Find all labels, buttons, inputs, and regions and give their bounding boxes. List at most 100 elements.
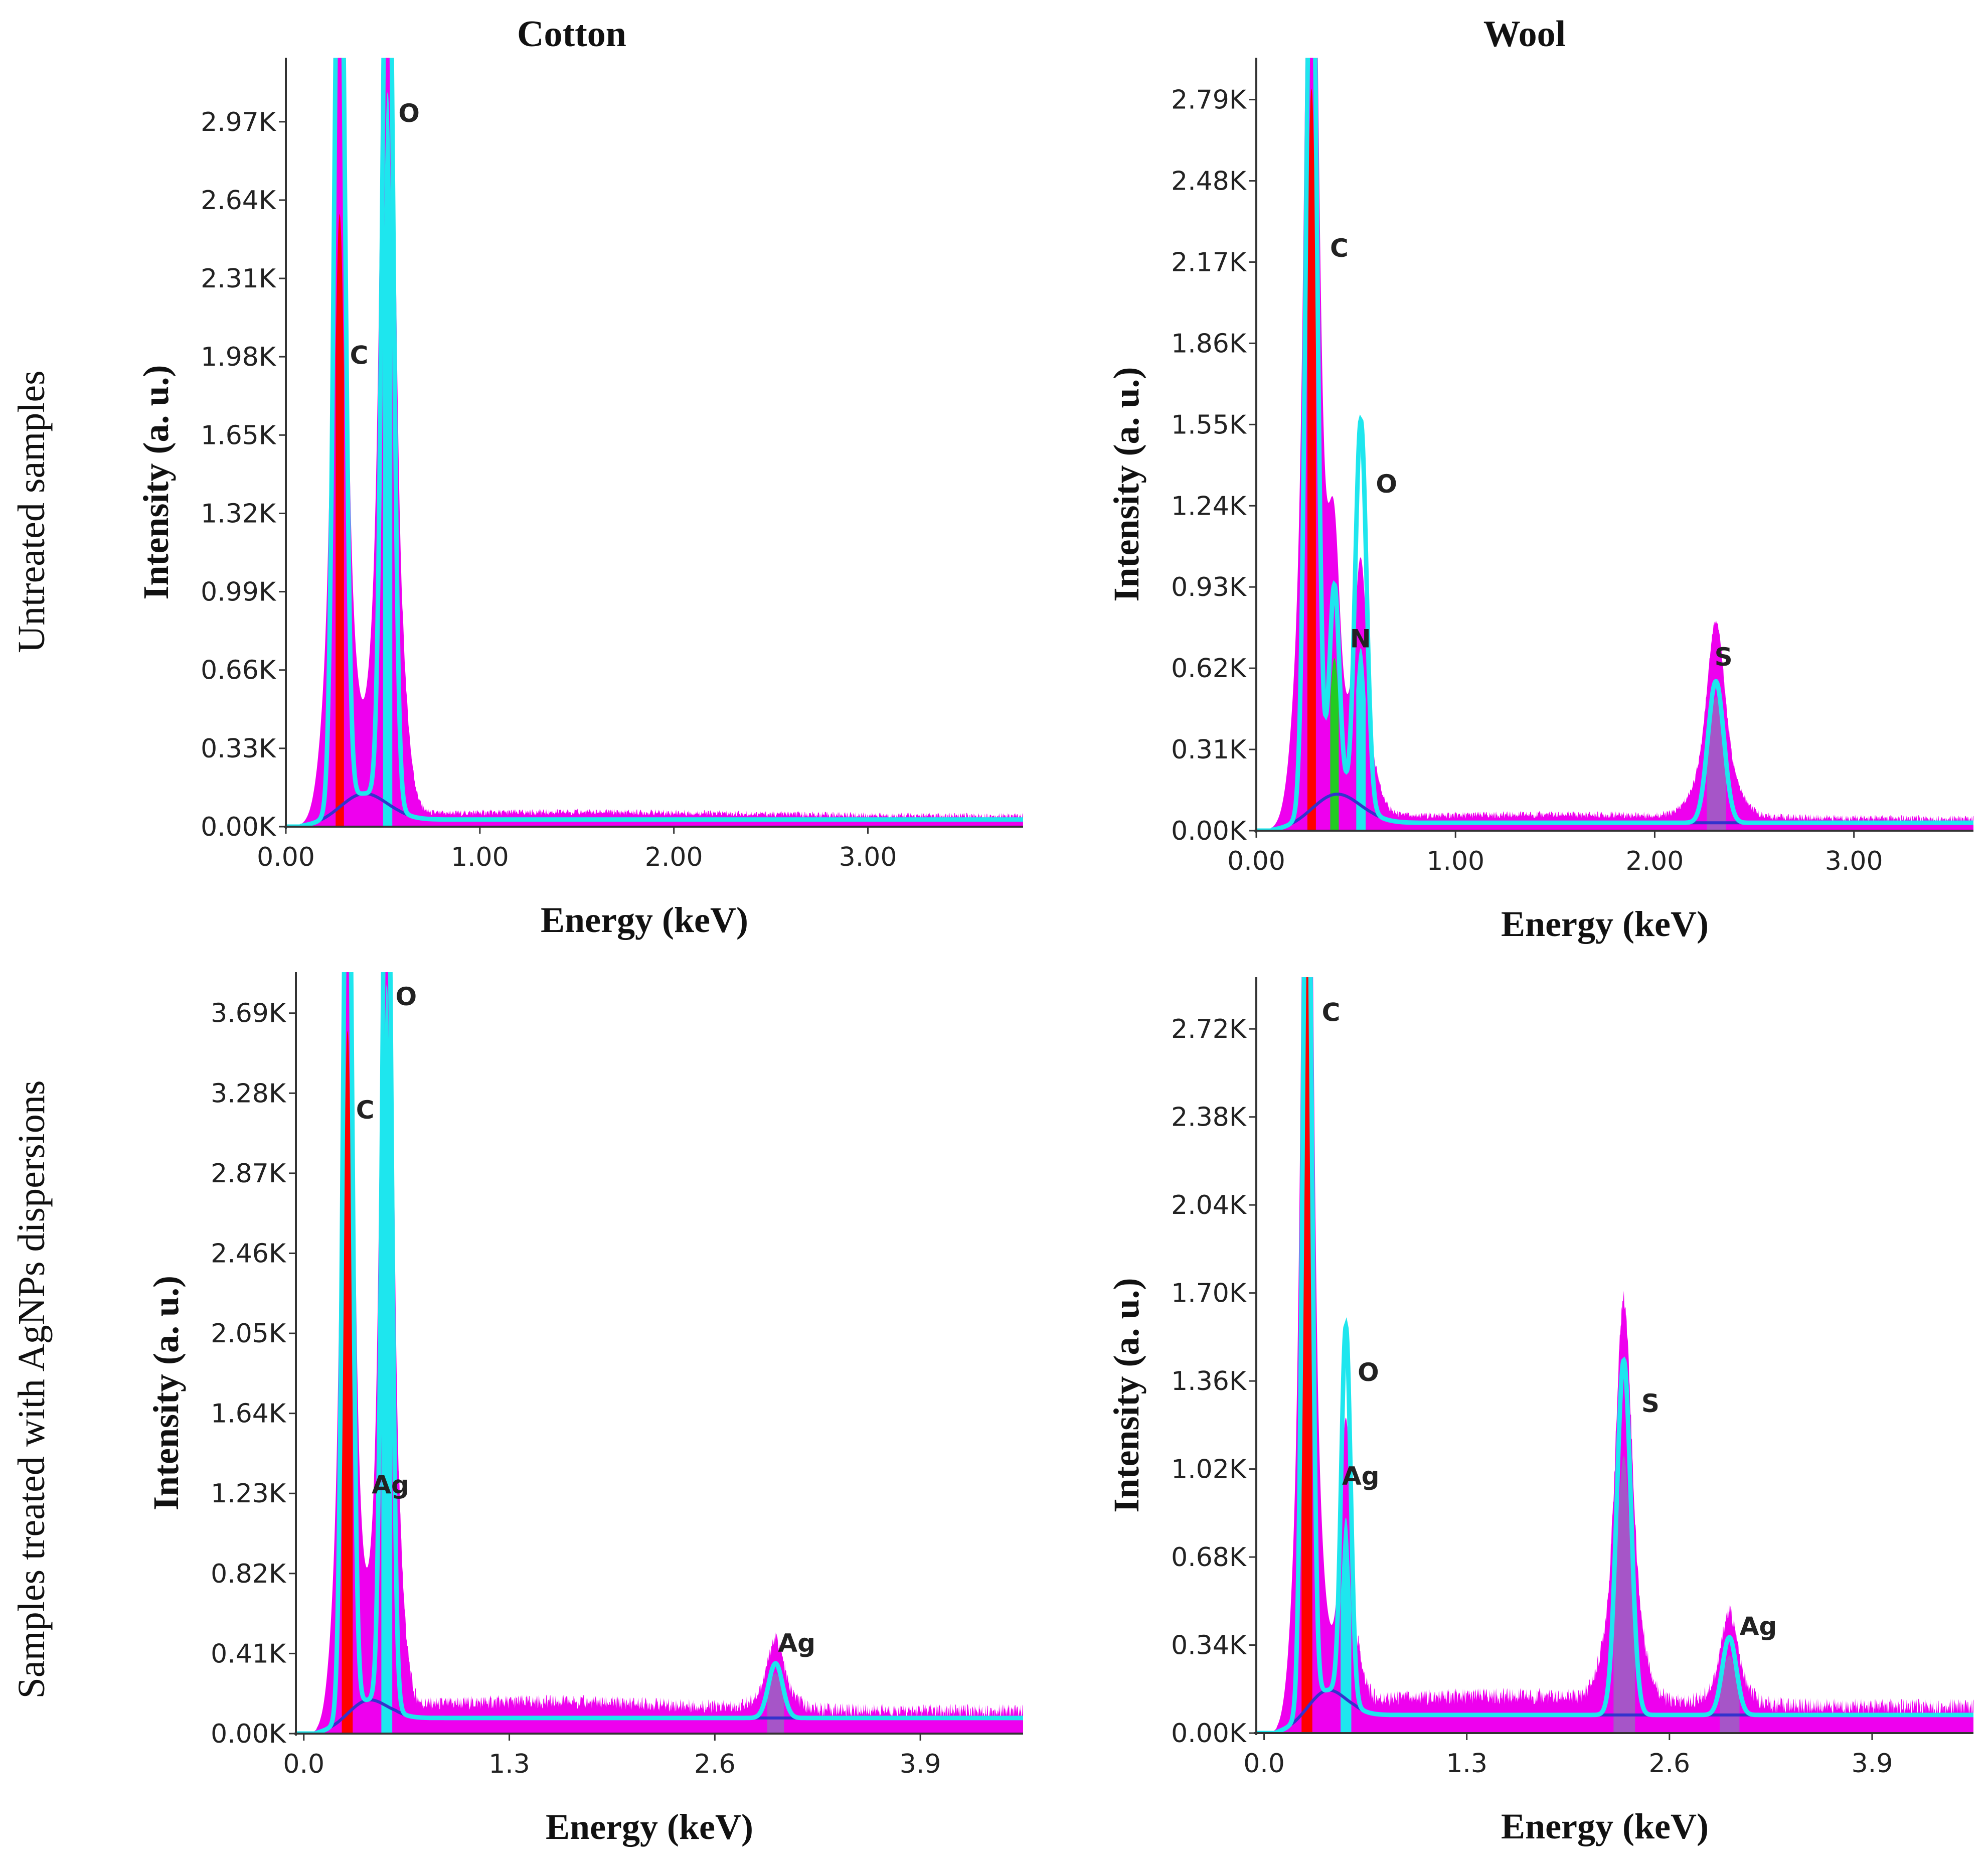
y-axis-label: Intensity (a. u.) (1106, 367, 1146, 601)
element-band-c (1307, 88, 1316, 831)
y-tick-label: 2.46K (211, 1238, 287, 1269)
x-tick-label: 2.00 (645, 842, 703, 872)
spectrum-fit-line (296, 972, 1023, 1734)
column-title-cotton: Cotton (517, 14, 626, 55)
panel-cotton-untreated: 0.00K 0.33K 0.66K 0.99K 1.32K 1.65K 1.98K 2.31K… (136, 58, 1023, 940)
y-tick-label: 0.99K (201, 577, 277, 607)
y-tick-label: 2.38K (1171, 1103, 1247, 1133)
x-tick-label: 1.00 (1426, 846, 1484, 876)
x-axis-label: Energy (keV) (1501, 1806, 1709, 1846)
row-label-untreated: Untreated samples (11, 370, 53, 653)
y-tick-label: 2.72K (1171, 1014, 1247, 1044)
x-tick-label: 3.9 (900, 1749, 941, 1779)
peak-label-o: O (1358, 1358, 1379, 1387)
y-tick-label: 0.93K (1171, 572, 1247, 602)
element-band-o (383, 91, 393, 827)
plot-area (1256, 977, 1973, 1733)
peak-label-ag: Ag (372, 1470, 409, 1499)
y-tick-label: 0.00K (211, 1719, 287, 1749)
element-band-o (1356, 648, 1366, 831)
element-band-o (1341, 1517, 1352, 1733)
element-band-c (342, 1030, 353, 1734)
panel-wool-untreated: 0.00K 0.31K 0.62K 0.93K 1.24K 1.55K 1.86K 2.17K… (1106, 58, 1973, 944)
peak-label-c: C (1322, 998, 1341, 1027)
y-tick-label: 2.17K (1171, 247, 1247, 277)
y-tick-label: 1.02K (1171, 1455, 1247, 1485)
peak-label-ag: Ag (778, 1629, 815, 1658)
y-tick-label: 1.32K (201, 499, 277, 529)
y-axis-label: Intensity (a. u.) (1106, 1278, 1146, 1512)
y-tick-label: 2.97K (201, 107, 277, 137)
peak-label-o: O (1376, 470, 1397, 499)
y-tick-label: 0.00K (1171, 816, 1247, 846)
y-tick-label: 1.36K (1171, 1366, 1247, 1396)
plot-area (1256, 58, 1973, 831)
y-tick-label: 0.41K (211, 1639, 287, 1669)
y-tick-label: 0.31K (1171, 735, 1247, 765)
panel-cotton-treated: 0.00K 0.41K 0.82K 1.23K 1.64K 2.05K 2.46K 2.87K… (146, 972, 1023, 1847)
y-tick-label: 2.79K (1171, 85, 1247, 115)
peak-label-c: C (1330, 234, 1349, 263)
plot-area (286, 58, 1023, 827)
spectrum-fit-line (1256, 58, 1973, 831)
x-axis-label: Energy (keV) (1501, 904, 1709, 944)
x-tick-label: 3.9 (1852, 1749, 1893, 1779)
peak-label-o: O (398, 99, 420, 128)
element-band-n (1330, 658, 1339, 831)
x-tick-label: 1.3 (1446, 1749, 1487, 1779)
y-tick-label: 2.31K (201, 264, 277, 294)
y-tick-label: 1.70K (1171, 1279, 1247, 1309)
counts-area (1256, 58, 1973, 831)
y-tick-label: 1.23K (211, 1479, 287, 1509)
y-tick-label: 1.98K (201, 342, 277, 372)
y-tick-label: 1.55K (1171, 410, 1247, 440)
panel-wool-treated: 0.00K 0.34K 0.68K 1.02K 1.36K 1.70K 2.04K 2.38K… (1106, 977, 1973, 1846)
y-tick-label: 1.64K (211, 1399, 287, 1429)
plot-area (296, 972, 1023, 1734)
peak-label-c: C (356, 1096, 375, 1125)
y-tick-label: 3.28K (211, 1078, 287, 1109)
y-tick-label: 2.87K (211, 1159, 287, 1189)
y-tick-label: 0.00K (1171, 1719, 1247, 1749)
x-tick-label: 1.00 (451, 842, 509, 872)
x-axis-label: Energy (keV) (541, 900, 748, 940)
y-tick-label: 0.33K (201, 734, 277, 764)
x-axis-label: Energy (keV) (546, 1807, 753, 1847)
y-tick-label: 1.86K (1171, 329, 1247, 359)
y-tick-label: 0.82K (211, 1559, 287, 1589)
spectrum-fit-line (286, 58, 1023, 827)
y-tick-label: 0.34K (1171, 1631, 1247, 1661)
peak-label-ag: Ag (1740, 1612, 1777, 1641)
y-axis-label: Intensity (a. u.) (146, 1276, 186, 1510)
element-band-c (336, 214, 344, 827)
counts-area (286, 58, 1023, 827)
peak-label-o: O (396, 982, 417, 1011)
x-tick-label: 0.00 (257, 842, 315, 872)
spectrum-fit-line (1256, 977, 1973, 1733)
x-tick-label: 2.6 (1648, 1749, 1690, 1779)
y-tick-label: 0.66K (201, 656, 277, 686)
y-tick-label: 2.05K (211, 1319, 287, 1349)
element-band-s (1613, 1456, 1635, 1733)
x-tick-label: 0.0 (283, 1749, 324, 1779)
x-tick-label: 1.3 (488, 1749, 530, 1779)
y-axis-label: Intensity (a. u.) (136, 365, 176, 599)
x-tick-label: 0.00 (1227, 846, 1285, 876)
peak-label-c: C (350, 341, 369, 370)
peak-label-s: S (1641, 1389, 1660, 1418)
y-tick-label: 2.04K (1171, 1190, 1247, 1220)
counts-area (296, 972, 1023, 1734)
y-tick-label: 1.24K (1171, 491, 1247, 521)
element-band-o (381, 984, 393, 1734)
peak-label-n: N (1350, 624, 1371, 653)
peak-label-ag: Ag (1342, 1462, 1380, 1491)
peak-label-s: S (1715, 643, 1733, 672)
x-tick-label: 3.00 (1825, 846, 1883, 876)
y-tick-label: 0.68K (1171, 1542, 1247, 1573)
x-tick-label: 2.6 (694, 1749, 736, 1779)
y-tick-label: 2.64K (201, 186, 277, 216)
column-title-wool: Wool (1483, 14, 1566, 55)
x-tick-label: 2.00 (1626, 846, 1684, 876)
x-tick-label: 3.00 (839, 842, 897, 872)
